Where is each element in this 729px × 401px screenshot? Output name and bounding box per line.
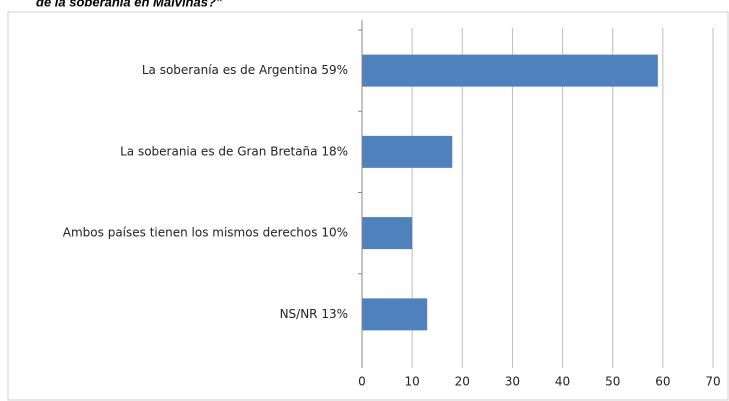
- y-tick-label: La soberania es de Gran Bretaña 18%: [120, 144, 348, 158]
- x-tick-label: 10: [405, 375, 420, 389]
- bar: [362, 135, 453, 168]
- y-tick-label: Ambos países tienen los mismos derechos …: [63, 226, 348, 240]
- x-tick-label: 0: [358, 375, 366, 389]
- x-tick-label: 50: [605, 375, 620, 389]
- x-tick-label: 60: [655, 375, 670, 389]
- x-tick-label: 70: [705, 375, 720, 389]
- chart-title: de la soberanía en Malvinas?”: [36, 0, 223, 9]
- x-tick-label: 30: [505, 375, 520, 389]
- y-tick-label: La soberanía es de Argentina 59%: [142, 63, 348, 77]
- bar: [362, 217, 413, 250]
- x-tick-label: 20: [455, 375, 470, 389]
- chart-frame: [7, 11, 729, 401]
- bar: [362, 54, 658, 87]
- x-tick-label: 40: [555, 375, 570, 389]
- bar: [362, 298, 428, 331]
- y-tick-label: NS/NR 13%: [280, 307, 348, 321]
